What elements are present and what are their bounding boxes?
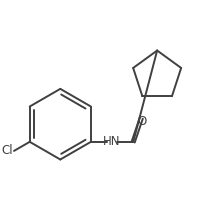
Text: O: O [138,115,147,128]
Text: HN: HN [103,135,121,148]
Text: Cl: Cl [1,144,13,157]
